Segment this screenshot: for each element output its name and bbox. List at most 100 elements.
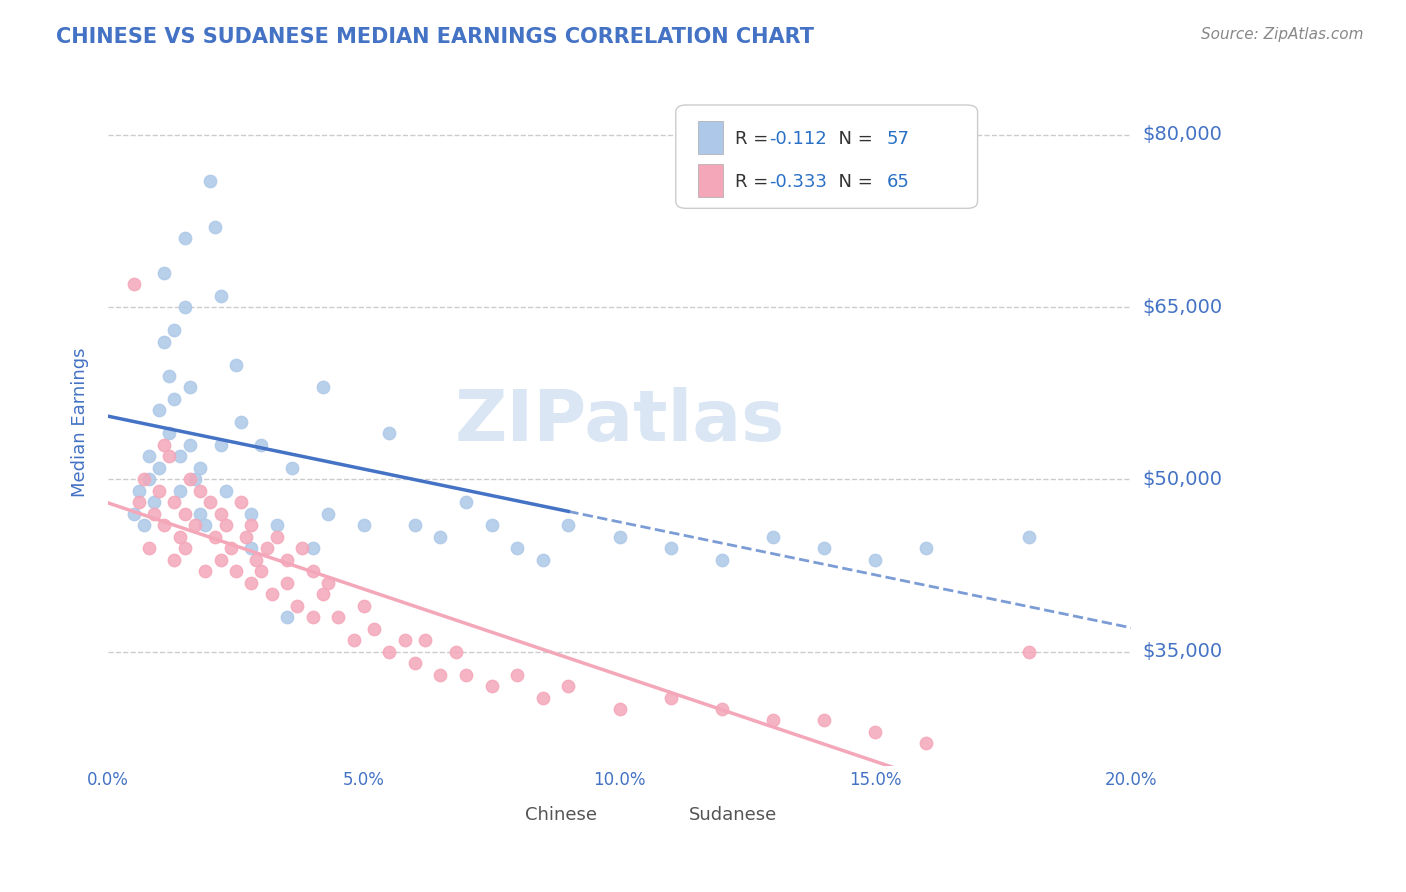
Point: [200, 495, 222, 509]
Point: [194, 564, 217, 578]
Point: [531, 690, 554, 705]
Point: [609, 530, 631, 544]
Point: [291, 541, 314, 556]
Point: [209, 438, 232, 452]
Text: ZIPatlas: ZIPatlas: [454, 387, 785, 457]
Point: [153, 266, 176, 280]
Point: [148, 460, 170, 475]
Point: [557, 518, 579, 533]
Point: [225, 564, 247, 578]
Point: [915, 541, 938, 556]
Point: [128, 495, 150, 509]
Text: R =: R =: [735, 173, 775, 191]
Point: [454, 495, 477, 509]
Text: N =: N =: [827, 129, 879, 148]
Point: [153, 518, 176, 533]
Point: [240, 507, 263, 521]
Point: [353, 518, 375, 533]
Point: [179, 472, 201, 486]
Point: [429, 667, 451, 681]
Point: [157, 426, 180, 441]
Point: [710, 702, 733, 716]
Point: [266, 530, 288, 544]
Point: [444, 644, 467, 658]
Point: [353, 599, 375, 613]
Point: [169, 483, 191, 498]
Point: [865, 552, 887, 566]
Point: [363, 622, 385, 636]
Point: [659, 541, 682, 556]
Point: [163, 392, 186, 406]
Point: [260, 587, 283, 601]
Point: [506, 541, 529, 556]
Point: [301, 610, 323, 624]
Point: [173, 300, 195, 314]
Point: [342, 633, 364, 648]
Text: $50,000: $50,000: [1142, 470, 1222, 489]
Point: [378, 644, 401, 658]
Point: [301, 541, 323, 556]
Point: [659, 690, 682, 705]
Point: [209, 288, 232, 302]
Point: [163, 323, 186, 337]
Point: [250, 438, 273, 452]
Point: [179, 438, 201, 452]
Point: [404, 656, 426, 670]
Text: Chinese: Chinese: [526, 805, 598, 823]
FancyBboxPatch shape: [699, 120, 723, 153]
Point: [122, 507, 145, 521]
Text: Sudanese: Sudanese: [689, 805, 778, 823]
Point: [240, 541, 263, 556]
Point: [209, 507, 232, 521]
Point: [312, 380, 335, 394]
Point: [531, 552, 554, 566]
Text: Source: ZipAtlas.com: Source: ZipAtlas.com: [1201, 27, 1364, 42]
Point: [1018, 530, 1040, 544]
Point: [153, 334, 176, 349]
Point: [128, 483, 150, 498]
Point: [157, 369, 180, 384]
Point: [481, 679, 503, 693]
Point: [204, 219, 226, 234]
Point: [188, 460, 211, 475]
Point: [169, 450, 191, 464]
Text: $65,000: $65,000: [1142, 298, 1222, 317]
Point: [301, 564, 323, 578]
Point: [245, 552, 267, 566]
Point: [229, 495, 252, 509]
Point: [865, 725, 887, 739]
Point: [328, 610, 350, 624]
Point: [138, 541, 160, 556]
Point: [209, 552, 232, 566]
Point: [281, 460, 304, 475]
Point: [179, 380, 201, 394]
Text: -0.333: -0.333: [769, 173, 827, 191]
Point: [138, 450, 160, 464]
FancyBboxPatch shape: [655, 799, 681, 830]
Point: [813, 714, 835, 728]
Point: [143, 507, 166, 521]
Point: [200, 174, 222, 188]
Point: [163, 495, 186, 509]
Point: [285, 599, 308, 613]
Text: 57: 57: [887, 129, 910, 148]
Point: [1018, 644, 1040, 658]
Point: [219, 541, 242, 556]
Point: [276, 610, 298, 624]
Point: [915, 736, 938, 750]
Point: [762, 714, 785, 728]
Y-axis label: Median Earnings: Median Earnings: [72, 347, 89, 497]
Point: [173, 541, 195, 556]
Point: [157, 450, 180, 464]
Point: [240, 575, 263, 590]
Point: [148, 403, 170, 417]
Point: [188, 483, 211, 498]
Point: [235, 530, 257, 544]
Point: [429, 530, 451, 544]
Point: [454, 667, 477, 681]
Point: [481, 518, 503, 533]
Point: [404, 518, 426, 533]
Point: [609, 702, 631, 716]
Point: [710, 552, 733, 566]
Point: [143, 495, 166, 509]
